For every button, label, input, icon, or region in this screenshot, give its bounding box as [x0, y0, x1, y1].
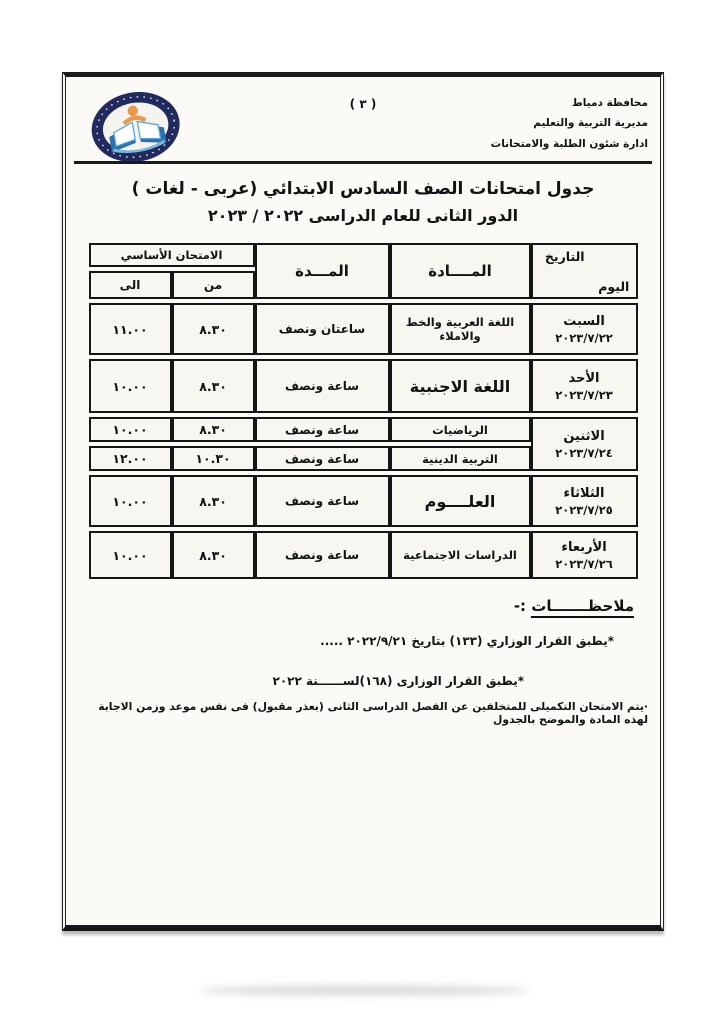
title-line-1: جدول امتحانات الصف السادس الابتدائي (عرب… [131, 179, 595, 199]
page-header: محافظة دمياط مديرية التربية والتعليم ادا… [66, 77, 660, 164]
day-date: ٢٠٢٣/٧/٢٢ [555, 331, 613, 346]
subject-cell: اللغة الاجنبية [389, 359, 531, 414]
day-date: ٢٠٢٣/٧/٢٣ [555, 388, 613, 403]
table-row-monday-2: التربية الدينية ساعة ونصف ١٠.٣٠ ١٢.٠٠ [88, 446, 638, 472]
duration-cell: ساعة ونصف [254, 475, 390, 528]
table-row-saturday: السبت ٢٠٢٣/٧/٢٢ اللغة العربية والخط والا… [88, 303, 638, 356]
header-from: من [171, 271, 255, 300]
day-name: السبت [563, 313, 605, 329]
notes-heading-suffix: :- [513, 597, 527, 616]
subject-cell: الدراسات الاجتماعية [389, 531, 531, 580]
from-time-cell: ٨.٣٠ [171, 475, 255, 528]
header-basic-exam: الامتحان الأساسي [88, 243, 255, 268]
title-line-2: الدور الثانى للعام الدراسى ٢٠٢٢ / ٢٠٢٣ [207, 206, 519, 226]
day-cell: السبت ٢٠٢٣/٧/٢٢ [530, 303, 638, 356]
organization-block: محافظة دمياط مديرية التربية والتعليم ادا… [491, 93, 648, 154]
header-duration: المـــدة [254, 243, 390, 300]
day-name: الأربعاء [561, 539, 607, 555]
scan-artifact [200, 986, 530, 995]
duration-cell: ساعة ونصف [254, 531, 390, 580]
table-row-sunday: الأحد ٢٠٢٣/٧/٢٣ اللغة الاجنبية ساعة ونصف… [88, 359, 638, 414]
org-administration: ادارة شئون الطلبة والامتحانات [490, 137, 648, 150]
header-divider [74, 161, 652, 164]
to-time-cell: ١٠.٠٠ [88, 417, 172, 443]
notes-heading-word: ملاحظـــــــات [531, 597, 634, 619]
day-cell: الثلاثاء ٢٠٢٣/٧/٢٥ [530, 475, 638, 528]
page-number: ( ٣ ) [349, 97, 377, 111]
duration-cell: ساعة ونصف [254, 359, 390, 414]
document-title: جدول امتحانات الصف السادس الابتدائي (عرب… [66, 175, 660, 229]
from-time-cell: ٨.٣٠ [171, 303, 255, 356]
org-directorate: مديرية التربية والتعليم [533, 117, 648, 130]
to-time-cell: ١٠.٠٠ [88, 359, 172, 414]
from-time-cell: ٨.٣٠ [171, 417, 255, 443]
day-name: الثلاثاء [563, 485, 605, 501]
table-row-monday-1: الاثنين ٢٠٢٣/٧/٢٤ الرياضيات ساعة ونصف ٨.… [88, 417, 638, 472]
from-time-cell: ٨.٣٠ [171, 531, 255, 580]
day-name: الأحد [568, 370, 600, 386]
day-cell: الأربعاء ٢٠٢٣/٧/٢٦ [530, 531, 638, 580]
header-to: الى [88, 271, 172, 300]
to-time-cell: ١١.٠٠ [88, 303, 172, 356]
subject-cell: الرياضيات [389, 417, 531, 443]
to-time-cell: ١٢.٠٠ [88, 446, 172, 472]
header-day-label: اليوم [598, 279, 630, 295]
exam-schedule-table: التاريخ اليوم المــــادة المـــدة الامتح… [88, 239, 638, 583]
notes-section: ملاحظـــــــات :- *يطبق القرار الوزاري (… [92, 597, 648, 726]
header-subject: المــــادة [389, 243, 531, 300]
day-date: ٢٠٢٣/٧/٢٦ [555, 557, 613, 572]
subject-cell: العلــــوم [389, 475, 531, 528]
header-day-date-cell: التاريخ اليوم [530, 243, 638, 300]
from-time-cell: ١٠.٣٠ [171, 446, 255, 472]
day-date: ٢٠٢٣/٧/٢٥ [555, 503, 613, 518]
from-time-cell: ٨.٣٠ [171, 359, 255, 414]
subject-cell: اللغة العربية والخط والاملاء [389, 303, 531, 356]
page-frame: محافظة دمياط مديرية التربية والتعليم ادا… [62, 72, 664, 931]
duration-cell: ساعة ونصف [254, 446, 390, 472]
day-name: الاثنين [563, 428, 605, 444]
duration-cell: ساعة ونصف [254, 417, 390, 443]
to-time-cell: ١٠.٠٠ [88, 475, 172, 528]
notes-heading: ملاحظـــــــات :- [92, 597, 634, 619]
ministry-logo-icon [77, 79, 194, 180]
day-date: ٢٠٢٣/٧/٢٤ [555, 446, 613, 461]
duration-cell: ساعتان ونصف [254, 303, 390, 356]
to-time-cell: ١٠.٠٠ [88, 531, 172, 580]
note-ministerial-decree-133: *يطبق القرار الوزاري (١٣٣) بتاريخ ٢٠٢٢/٩… [320, 634, 614, 649]
table-row-tuesday: الثلاثاء ٢٠٢٣/٧/٢٥ العلــــوم ساعة ونصف … [88, 475, 638, 528]
note-supplementary-exam: ·يتم الامتحان التكميلى للمتخلفين عن الفص… [98, 700, 648, 727]
day-cell: الاثنين ٢٠٢٣/٧/٢٤ [530, 417, 638, 472]
note-ministerial-decree-168: *يطبق القرار الوزارى (١٦٨)لســــــنة ٢٠٢… [272, 674, 524, 689]
table-row-wednesday: الأربعاء ٢٠٢٣/٧/٢٦ الدراسات الاجتماعية س… [88, 531, 638, 580]
day-cell: الأحد ٢٠٢٣/٧/٢٣ [530, 359, 638, 414]
header-date-label: التاريخ [544, 249, 585, 265]
org-governorate: محافظة دمياط [571, 97, 648, 109]
subject-cell: التربية الدينية [389, 446, 531, 472]
